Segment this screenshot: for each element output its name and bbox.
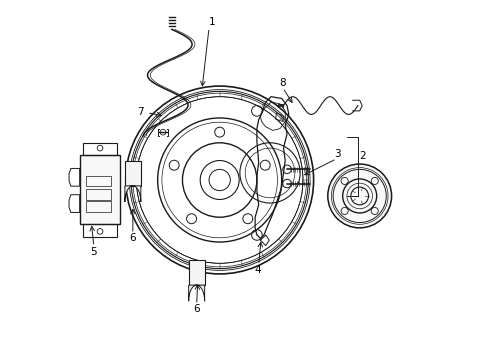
Polygon shape xyxy=(124,161,141,186)
Polygon shape xyxy=(188,285,204,301)
Text: 4: 4 xyxy=(254,265,261,275)
Polygon shape xyxy=(80,155,120,224)
Text: 6: 6 xyxy=(129,234,136,243)
Text: 1: 1 xyxy=(209,17,216,27)
Text: 7: 7 xyxy=(136,107,143,117)
Text: 3: 3 xyxy=(334,149,340,159)
Polygon shape xyxy=(188,260,204,285)
Text: 8: 8 xyxy=(279,78,285,88)
Text: 6: 6 xyxy=(193,304,200,314)
Polygon shape xyxy=(124,186,141,202)
Text: 2: 2 xyxy=(358,151,365,161)
Circle shape xyxy=(327,164,391,228)
Text: 5: 5 xyxy=(90,247,97,257)
